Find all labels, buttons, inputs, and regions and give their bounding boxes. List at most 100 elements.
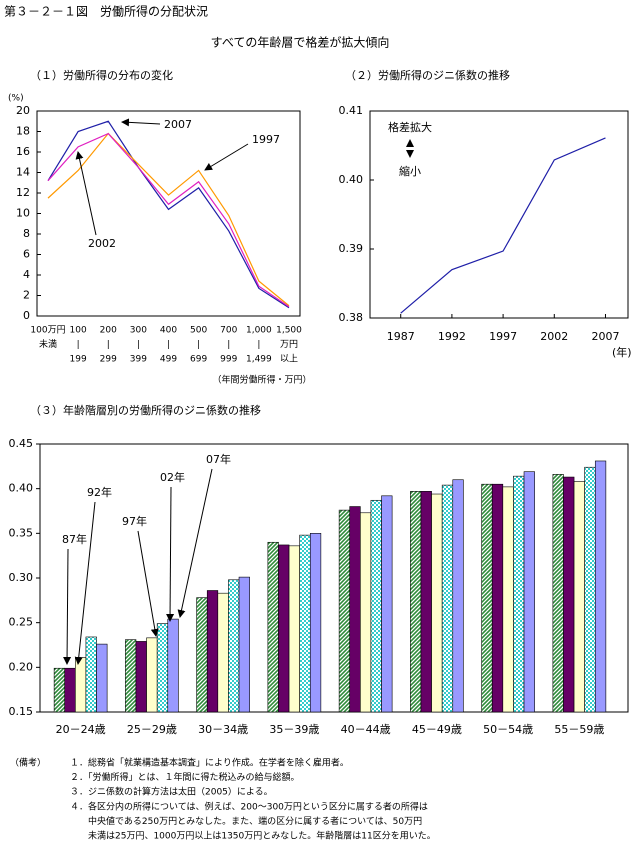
annotation: 92年 [87,485,112,499]
bar [552,474,564,713]
data-line [400,137,606,314]
note-line: 未満は25万円、1000万円以上は1350万円とみなした。年齢階層は11区分を用… [70,830,436,842]
annotation-arrow [63,548,72,665]
annotation: 87年 [62,532,87,546]
x-tick-label: 1,000 [246,326,272,336]
x-tick-label: 399 [130,355,147,365]
y-tick-label: 0.41 [339,104,364,117]
x-tick-label: 2007 [591,330,619,343]
y-tick-label: 0.30 [9,571,34,584]
bar [96,643,108,713]
bar [573,481,585,713]
chart-title: （１）労働所得の分布の変化 [30,68,173,82]
plot-frame [369,110,629,319]
y-tick-label: 4 [23,268,30,281]
x-tick-label: 未満 [39,338,57,350]
x-tick-label: 55－59歳 [554,723,604,736]
annotation-arrow [177,468,213,618]
note-line: ３．ジニ係数の計算方法は太田（2005）による。 [70,786,273,798]
x-tick-label: 2002 [540,330,568,343]
bar [360,512,372,713]
x-tick-label: 45－49歳 [412,723,462,736]
x-tick-label: 100万円 [30,325,65,336]
bar [156,623,169,713]
x-tick-label: 1,499 [246,355,272,365]
bar [452,479,464,713]
bar [584,466,596,713]
plot-frame [36,110,301,317]
bar [206,590,219,713]
bar [53,667,66,713]
bar [238,576,250,713]
x-tick-label: 100 [70,326,87,336]
bar [299,534,311,713]
bar [85,636,97,713]
chart-title: （３）年齢階層別の労働所得のジニ係数の推移 [30,403,261,417]
annotation: 97年 [122,514,147,528]
x-tick-label: 999 [220,355,237,365]
data-line [47,120,290,309]
note-line: ４．各区分内の所得については、例えば、200～300万円という区分に属する者の所… [70,800,428,812]
y-tick-label: 20 [16,104,30,117]
bar [228,579,240,713]
y-tick-label: 2 [23,289,30,302]
y-tick-label: 0.15 [9,705,34,718]
note-line: 中央値である250万円とみなした。また、端の区分に属する者については、50万円 [70,815,422,827]
annotation-arrow [166,486,175,622]
x-tick-label: 35－39歳 [269,723,319,736]
x-tick-label: 1992 [438,330,466,343]
y-tick-label: 0.40 [339,173,364,186]
x-tick-label: 30－34歳 [198,723,248,736]
x-axis-label: （年間労働所得・万円） [212,374,311,386]
data-line [47,132,290,308]
y-tick-label: 14 [16,166,30,179]
annotation-arrow [121,118,161,127]
y-tick-label: 0.40 [9,482,34,495]
x-tick-label: | [137,340,140,350]
x-tick-label: 以上 [280,354,298,365]
y-tick-label: 0 [23,309,30,322]
x-tick-label: 300 [130,326,147,336]
annotation: 2007 [164,118,192,131]
x-tick-label: 1997 [489,330,517,343]
x-tick-label: 25－29歳 [127,723,177,736]
x-tick-label: | [167,340,170,350]
x-tick-label: | [77,340,80,350]
bar [278,544,290,713]
x-tick-label: 500 [190,326,207,336]
annotation-arrow [75,151,97,236]
y-tick-label: 0.45 [9,437,34,450]
y-tick-label: 0.38 [339,311,364,324]
y-tick-label: 16 [16,145,30,158]
bar [563,476,575,713]
bar [491,483,504,713]
bar [381,495,393,713]
plot-frame [39,443,629,713]
x-axis-label: (年) [612,345,632,359]
y-tick-label: 0.25 [9,616,34,629]
x-tick-label: 1987 [387,330,415,343]
bar [146,637,158,713]
x-tick-label: 199 [70,355,87,365]
annotation-arrow [204,143,249,171]
bar [75,657,87,713]
x-tick-label: 20－24歳 [56,723,106,736]
x-tick-label: 700 [220,326,237,336]
x-tick-label: 400 [160,326,177,336]
bar [196,597,208,713]
y-tick-label: 12 [16,186,30,199]
x-tick-label: 499 [160,355,177,365]
annotation-arrow [137,530,159,637]
x-tick-label: 299 [100,355,117,365]
page-title: 第３－２－１図 労働所得の分配状況 [4,4,208,19]
x-tick-label: 万円 [280,339,298,350]
bar [594,460,607,713]
y-tick-label: 8 [23,227,30,240]
bar [349,506,361,713]
bar [523,471,535,713]
y-axis-label: (%) [8,94,24,104]
bar [217,592,229,713]
x-tick-label: | [107,340,110,350]
x-tick-label: 1,500 [276,326,302,336]
